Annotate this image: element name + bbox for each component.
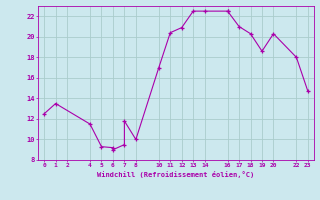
X-axis label: Windchill (Refroidissement éolien,°C): Windchill (Refroidissement éolien,°C) xyxy=(97,171,255,178)
